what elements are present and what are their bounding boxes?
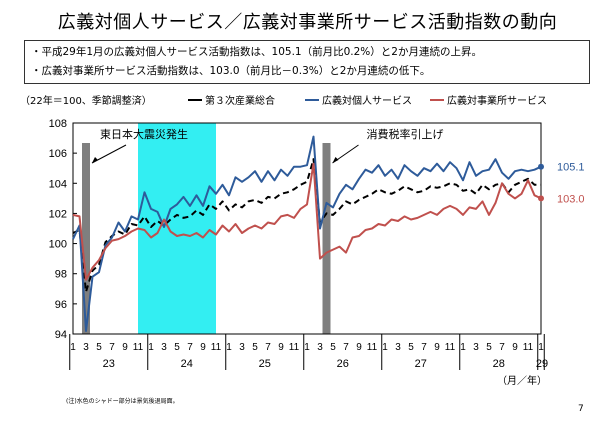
x-tick-label: 7: [265, 342, 271, 353]
y-tick-label: 108: [49, 118, 67, 130]
x-tick-label: 5: [408, 342, 414, 353]
x-tick-label: 7: [109, 342, 115, 353]
x-tick-label: 1: [226, 342, 232, 353]
series-line: [72, 158, 541, 293]
x-tick-label: 7: [343, 342, 349, 353]
year-label: 23: [103, 358, 115, 370]
x-tick-label: 1: [460, 342, 466, 353]
x-tick-label: 11: [133, 342, 144, 353]
x-tick-label: 9: [278, 342, 284, 353]
x-tick-label: 5: [174, 342, 180, 353]
x-tick-label: 7: [421, 342, 427, 353]
legend-label: 広義対事業所サービス: [447, 94, 547, 107]
x-tick-label: 1: [70, 342, 76, 353]
y-tick-label: 106: [49, 148, 67, 160]
y-tick-label: 94: [55, 329, 67, 341]
y-tick-label: 100: [49, 239, 67, 251]
legend-label: 第３次産業総合: [205, 94, 275, 107]
x-tick-label: 5: [486, 342, 492, 353]
end-marker: [538, 163, 544, 170]
x-tick-label: 5: [330, 342, 336, 353]
year-label: 25: [259, 358, 271, 370]
year-label: 29: [536, 358, 548, 370]
recession-shade: [138, 123, 216, 334]
legend-label: 広義対個人サービス: [322, 94, 412, 107]
series-line: [72, 162, 542, 281]
event-bar: [82, 143, 90, 334]
x-tick-label: 7: [187, 342, 193, 353]
x-tick-label: 9: [122, 342, 128, 353]
end-label: 103.0: [557, 193, 585, 205]
year-label: 24: [181, 358, 193, 370]
x-tick-label: 3: [161, 342, 167, 353]
x-tick-label: 3: [83, 342, 89, 353]
x-tick-label: 1: [304, 342, 310, 353]
page-number: 7: [578, 404, 584, 414]
event-bar: [322, 143, 331, 334]
summary-box: ・平成29年1月の広義対個人サービス活動指数は、105.1（前月比0.2%）と2…: [24, 40, 590, 84]
summary-bullet: ・平成29年1月の広義対個人サービス活動指数は、105.1（前月比0.2%）と2…: [31, 46, 482, 58]
x-unit-label: （月／年）: [497, 374, 547, 387]
event-label: 東日本大震災発生: [100, 127, 188, 141]
x-tick-label: 9: [434, 342, 440, 353]
x-tick-label: 1: [382, 342, 388, 353]
x-tick-label: 11: [367, 342, 378, 353]
unit-note: （22年＝100、季節調整済）: [20, 94, 152, 107]
y-tick-label: 104: [49, 178, 67, 190]
x-tick-label: 3: [317, 342, 323, 353]
event-arrow-head: [332, 157, 339, 163]
x-tick-label: 7: [499, 342, 505, 353]
event-arrow-head: [92, 157, 98, 163]
x-tick-label: 3: [239, 342, 245, 353]
x-tick-label: 1: [538, 342, 544, 353]
x-tick-label: 5: [252, 342, 258, 353]
page-title: 広義対個人サービス／広義対事業所サービス活動指数の動向: [57, 12, 558, 33]
x-tick-label: 5: [96, 342, 102, 353]
year-label: 27: [415, 358, 427, 370]
end-marker: [538, 195, 544, 202]
chart: （22年＝100、季節調整済） 第３次産業総合 広義対個人サービス 広義対事業所サービ…: [20, 94, 585, 387]
event-label: 消費税率引上げ: [367, 127, 444, 141]
y-tick-label: 96: [55, 299, 67, 311]
footnote: (注)水色のシャドー部分は景気後退局面。: [66, 398, 179, 405]
x-tick-label: 3: [395, 342, 401, 353]
x-tick-label: 11: [289, 342, 300, 353]
series-line: [72, 135, 542, 332]
summary-bullet: ・広義対事業所サービス活動指数は、103.0（前月比－0.3%）と2か月連続の低…: [31, 65, 431, 77]
y-tick-label: 98: [55, 269, 67, 281]
x-tick-label: 9: [512, 342, 518, 353]
year-label: 26: [337, 358, 349, 370]
y-tick-label: 102: [49, 208, 67, 220]
x-tick-label: 11: [211, 342, 222, 353]
year-label: 28: [493, 358, 505, 370]
x-tick-label: 1: [148, 342, 154, 353]
x-tick-label: 11: [523, 342, 534, 353]
x-tick-label: 11: [445, 342, 456, 353]
x-tick-label: 3: [473, 342, 479, 353]
x-tick-label: 9: [356, 342, 362, 353]
end-label: 105.1: [557, 162, 585, 174]
plot-frame: [72, 122, 542, 335]
x-tick-label: 9: [200, 342, 206, 353]
